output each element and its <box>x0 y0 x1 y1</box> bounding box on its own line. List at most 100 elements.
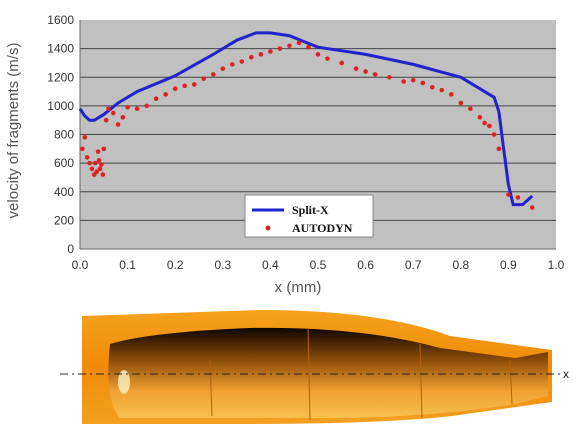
data-point <box>529 205 535 210</box>
x-tick-label: 0.0 <box>72 258 89 272</box>
x-tick-label: 0.5 <box>310 258 327 272</box>
data-point <box>306 44 311 50</box>
fragment-boundary <box>509 359 513 405</box>
shell-highlight <box>118 370 130 394</box>
data-point <box>96 157 102 163</box>
fragment-boundary <box>419 343 423 419</box>
x-tick-label: 0.9 <box>500 258 517 272</box>
data-point <box>363 69 368 74</box>
data-point <box>468 106 473 112</box>
legend-dot-icon <box>265 225 271 231</box>
data-point <box>477 115 483 120</box>
data-point <box>353 66 359 71</box>
y-tick-label: 600 <box>54 156 74 170</box>
data-point <box>99 162 104 167</box>
data-point <box>111 110 116 116</box>
data-point <box>220 66 226 71</box>
x-axis-label: x (mm) <box>275 279 322 296</box>
data-point <box>230 62 235 67</box>
x-tick-label: 0.3 <box>214 258 231 272</box>
x-tick-labels: 0.0 0.1 0.2 0.3 0.4 0.5 0.6 0.7 0.8 0.9 1.0 <box>72 258 565 272</box>
data-point <box>277 46 283 51</box>
gridlines <box>79 20 556 250</box>
fragment-boundary <box>307 327 311 421</box>
data-point <box>80 146 85 152</box>
legend-label-autodyn: AUTODYN <box>292 221 353 235</box>
y-tick-label: 1000 <box>47 99 74 113</box>
data-point <box>387 74 392 80</box>
data-point <box>339 60 345 66</box>
data-point <box>94 169 99 175</box>
data-point <box>134 106 140 112</box>
data-point <box>482 120 487 126</box>
y-tick-label: 1200 <box>47 70 74 84</box>
x-tick-label: 1.0 <box>548 258 565 272</box>
data-point <box>172 86 178 91</box>
data-point <box>92 160 98 166</box>
data-point <box>210 72 216 77</box>
data-point <box>125 105 130 110</box>
data-point <box>420 80 426 86</box>
data-point <box>372 72 378 77</box>
data-point <box>153 96 159 102</box>
x-tick-label: 0.7 <box>405 258 422 272</box>
data-point <box>144 103 149 109</box>
data-point <box>120 115 126 120</box>
y-tick-labels: 0 200 400 600 800 1000 1200 1400 1600 <box>47 13 74 256</box>
data-point <box>268 49 273 54</box>
y-tick-label: 800 <box>54 128 74 142</box>
x-tick-label: 0.6 <box>357 258 374 272</box>
data-point <box>89 166 95 172</box>
data-point <box>249 54 254 60</box>
data-point <box>487 123 492 129</box>
x-tick-label: 0.4 <box>262 258 279 272</box>
data-point <box>201 76 207 81</box>
data-point <box>87 160 92 166</box>
x-tick-label: 0.8 <box>452 258 469 272</box>
data-point <box>182 83 188 89</box>
data-point <box>103 117 109 123</box>
fragment-shell-diagram: x <box>60 310 569 424</box>
data-point <box>515 195 521 200</box>
data-point <box>95 149 101 154</box>
data-point <box>410 77 416 83</box>
data-point <box>287 43 292 49</box>
legend-box <box>244 194 374 238</box>
data-point <box>106 106 111 112</box>
data-point <box>448 92 454 97</box>
y-tick-label: 200 <box>54 213 74 227</box>
legend-label-split-x: Split-X <box>292 203 329 217</box>
data-point <box>506 192 511 197</box>
y-tick-label: 1400 <box>47 42 74 56</box>
data-point <box>163 92 168 97</box>
data-point <box>315 52 321 57</box>
data-point <box>101 146 107 152</box>
data-point <box>496 146 502 152</box>
data-point <box>239 59 245 64</box>
y-tick-label: 400 <box>54 185 74 199</box>
data-point <box>429 84 435 90</box>
data-point <box>439 87 445 93</box>
data-point <box>100 172 106 177</box>
data-point <box>491 132 497 137</box>
y-tick-label: 0 <box>67 242 74 256</box>
data-point <box>258 52 264 57</box>
y-axis-label: velocity of fragments (m/s) <box>5 43 22 219</box>
legend: Split-X AUTODYN <box>244 194 374 238</box>
data-point <box>115 122 121 127</box>
shell-inner-cavity <box>108 327 548 418</box>
data-point <box>82 135 88 140</box>
axis-line-label: x <box>563 367 569 381</box>
data-point <box>401 79 406 84</box>
data-point <box>325 56 330 61</box>
x-tick-label: 0.1 <box>119 258 136 272</box>
y-tick-label: 1600 <box>47 13 74 27</box>
data-point <box>97 166 103 172</box>
data-point <box>458 100 464 106</box>
series-points-autodyn <box>80 40 535 210</box>
fragment-boundary <box>209 359 213 417</box>
data-point <box>84 155 90 160</box>
x-tick-label: 0.2 <box>167 258 184 272</box>
data-point <box>191 82 197 87</box>
